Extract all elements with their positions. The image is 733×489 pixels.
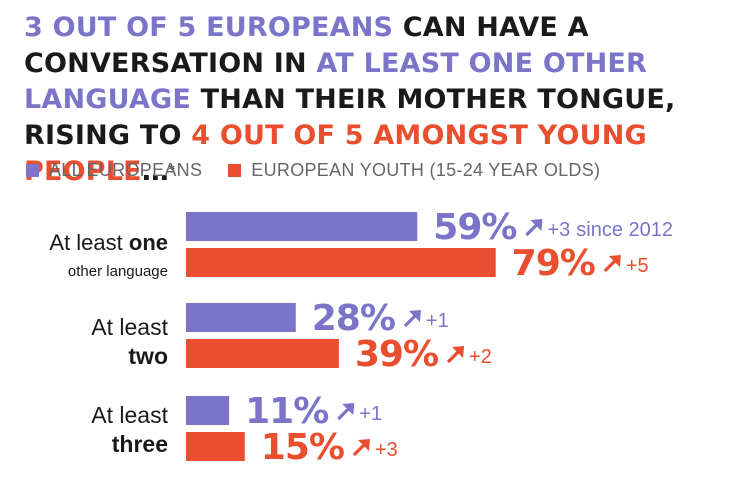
title-part: THAN THEIR MOTHER TONGUE, RISING TO [24, 84, 676, 151]
category-label-part: At least [91, 314, 168, 340]
category-label: At least [91, 314, 168, 340]
legend-item-all-europeans: ALL EUROPEANS [26, 160, 202, 181]
legend-label-all-europeans: ALL EUROPEANS [49, 160, 203, 180]
arrow-up-right-icon [530, 219, 543, 231]
chart-legend: ALL EUROPEANS EUROPEAN YOUTH (15-24 YEAR… [26, 160, 600, 181]
bar [186, 212, 418, 241]
category-sublabel: two [128, 343, 168, 369]
arrow-up-right-icon [408, 310, 421, 322]
title-part: 4 OUT OF 5 AMONGST YOUNG PEOPLE [24, 120, 647, 187]
data-label: 11% [245, 391, 328, 432]
legend-swatch-all-europeans [26, 164, 39, 177]
arrow-up-right-icon [452, 346, 465, 358]
bar [186, 396, 230, 425]
title-footnote-mark: * [169, 163, 175, 176]
category-label-part: two [128, 343, 168, 369]
category-label-part: At least [91, 402, 168, 428]
title-part: CAN HAVE A CONVERSATION IN [24, 12, 589, 79]
legend-swatch-youth [228, 164, 242, 177]
category-label-part: At least [49, 230, 128, 255]
category-sublabel: other language [68, 263, 168, 280]
title-part: … [141, 156, 170, 187]
change-label: +1 [426, 310, 449, 332]
data-label: 79% [512, 243, 595, 284]
since-annotation: since 2012 [576, 219, 673, 241]
category-label-part: one [129, 230, 168, 255]
arrow-up-right-icon [342, 403, 355, 415]
category-label-part: three [112, 431, 168, 457]
category-label-part: other language [68, 263, 168, 280]
data-label: 15% [261, 427, 344, 468]
bar [186, 339, 339, 368]
title-part: AT LEAST ONE OTHER LANGUAGE [24, 48, 648, 115]
bar [186, 432, 245, 461]
data-label: 28% [312, 298, 395, 339]
arrow-up-right-icon [357, 439, 370, 451]
legend-item-youth: EUROPEAN YOUTH (15-24 YEAR OLDS) [228, 160, 600, 181]
arrow-up-right-icon [608, 255, 621, 267]
legend-label-youth: EUROPEAN YOUTH (15-24 YEAR OLDS) [251, 160, 601, 180]
data-label: 39% [355, 334, 438, 375]
category-label: At least one [49, 230, 168, 255]
page-title: 3 OUT OF 5 EUROPEANS CAN HAVE A CONVERSA… [24, 10, 724, 190]
change-label: +2 [469, 346, 492, 368]
change-label: +3 [375, 439, 398, 461]
title-part: 3 OUT OF 5 EUROPEANS [24, 12, 394, 43]
change-label: +1 [359, 403, 382, 425]
category-label: At least [91, 402, 168, 428]
change-label: +3 [547, 219, 570, 241]
change-label: +5 [626, 255, 649, 277]
bar [186, 248, 496, 277]
category-sublabel: three [112, 431, 168, 457]
bar [186, 303, 296, 332]
data-label: 59% [433, 207, 516, 248]
